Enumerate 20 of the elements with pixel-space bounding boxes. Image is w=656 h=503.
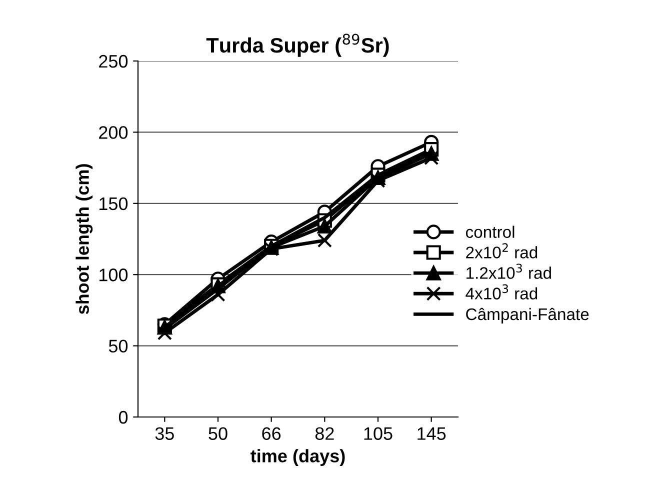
y-tick-label: 100 [100,268,128,282]
x-tick-label: 35 [155,427,174,440]
x-tick-label: 145 [418,427,446,440]
legend-label: 4x10$^{3}$ rad [466,284,538,300]
y-tick-label: 150 [100,197,128,210]
legend-label: control [466,226,514,238]
x-tick-label: 66 [262,427,281,440]
y-tick-label: 200 [99,126,128,139]
y-tick-label: 0 [118,410,128,424]
x-axis-title: time (days) [250,449,345,466]
y-axis-title: shoot length (cm) [76,164,93,314]
x-tick-label: 105 [364,427,392,440]
x-tick-label: 50 [208,427,228,440]
legend-label: 2x10$^{2}$ rad [466,243,538,258]
legend-label: 1.2x10$^{3}$ rad [466,264,551,279]
x-tick-label: 82 [315,427,334,440]
legend-label: Câmpani-Fânate [466,308,589,324]
chart-title: Turda Super ($^{89}$Sr) [206,34,389,57]
y-tick-label: 50 [108,340,128,353]
y-tick-label: 250 [99,54,128,68]
